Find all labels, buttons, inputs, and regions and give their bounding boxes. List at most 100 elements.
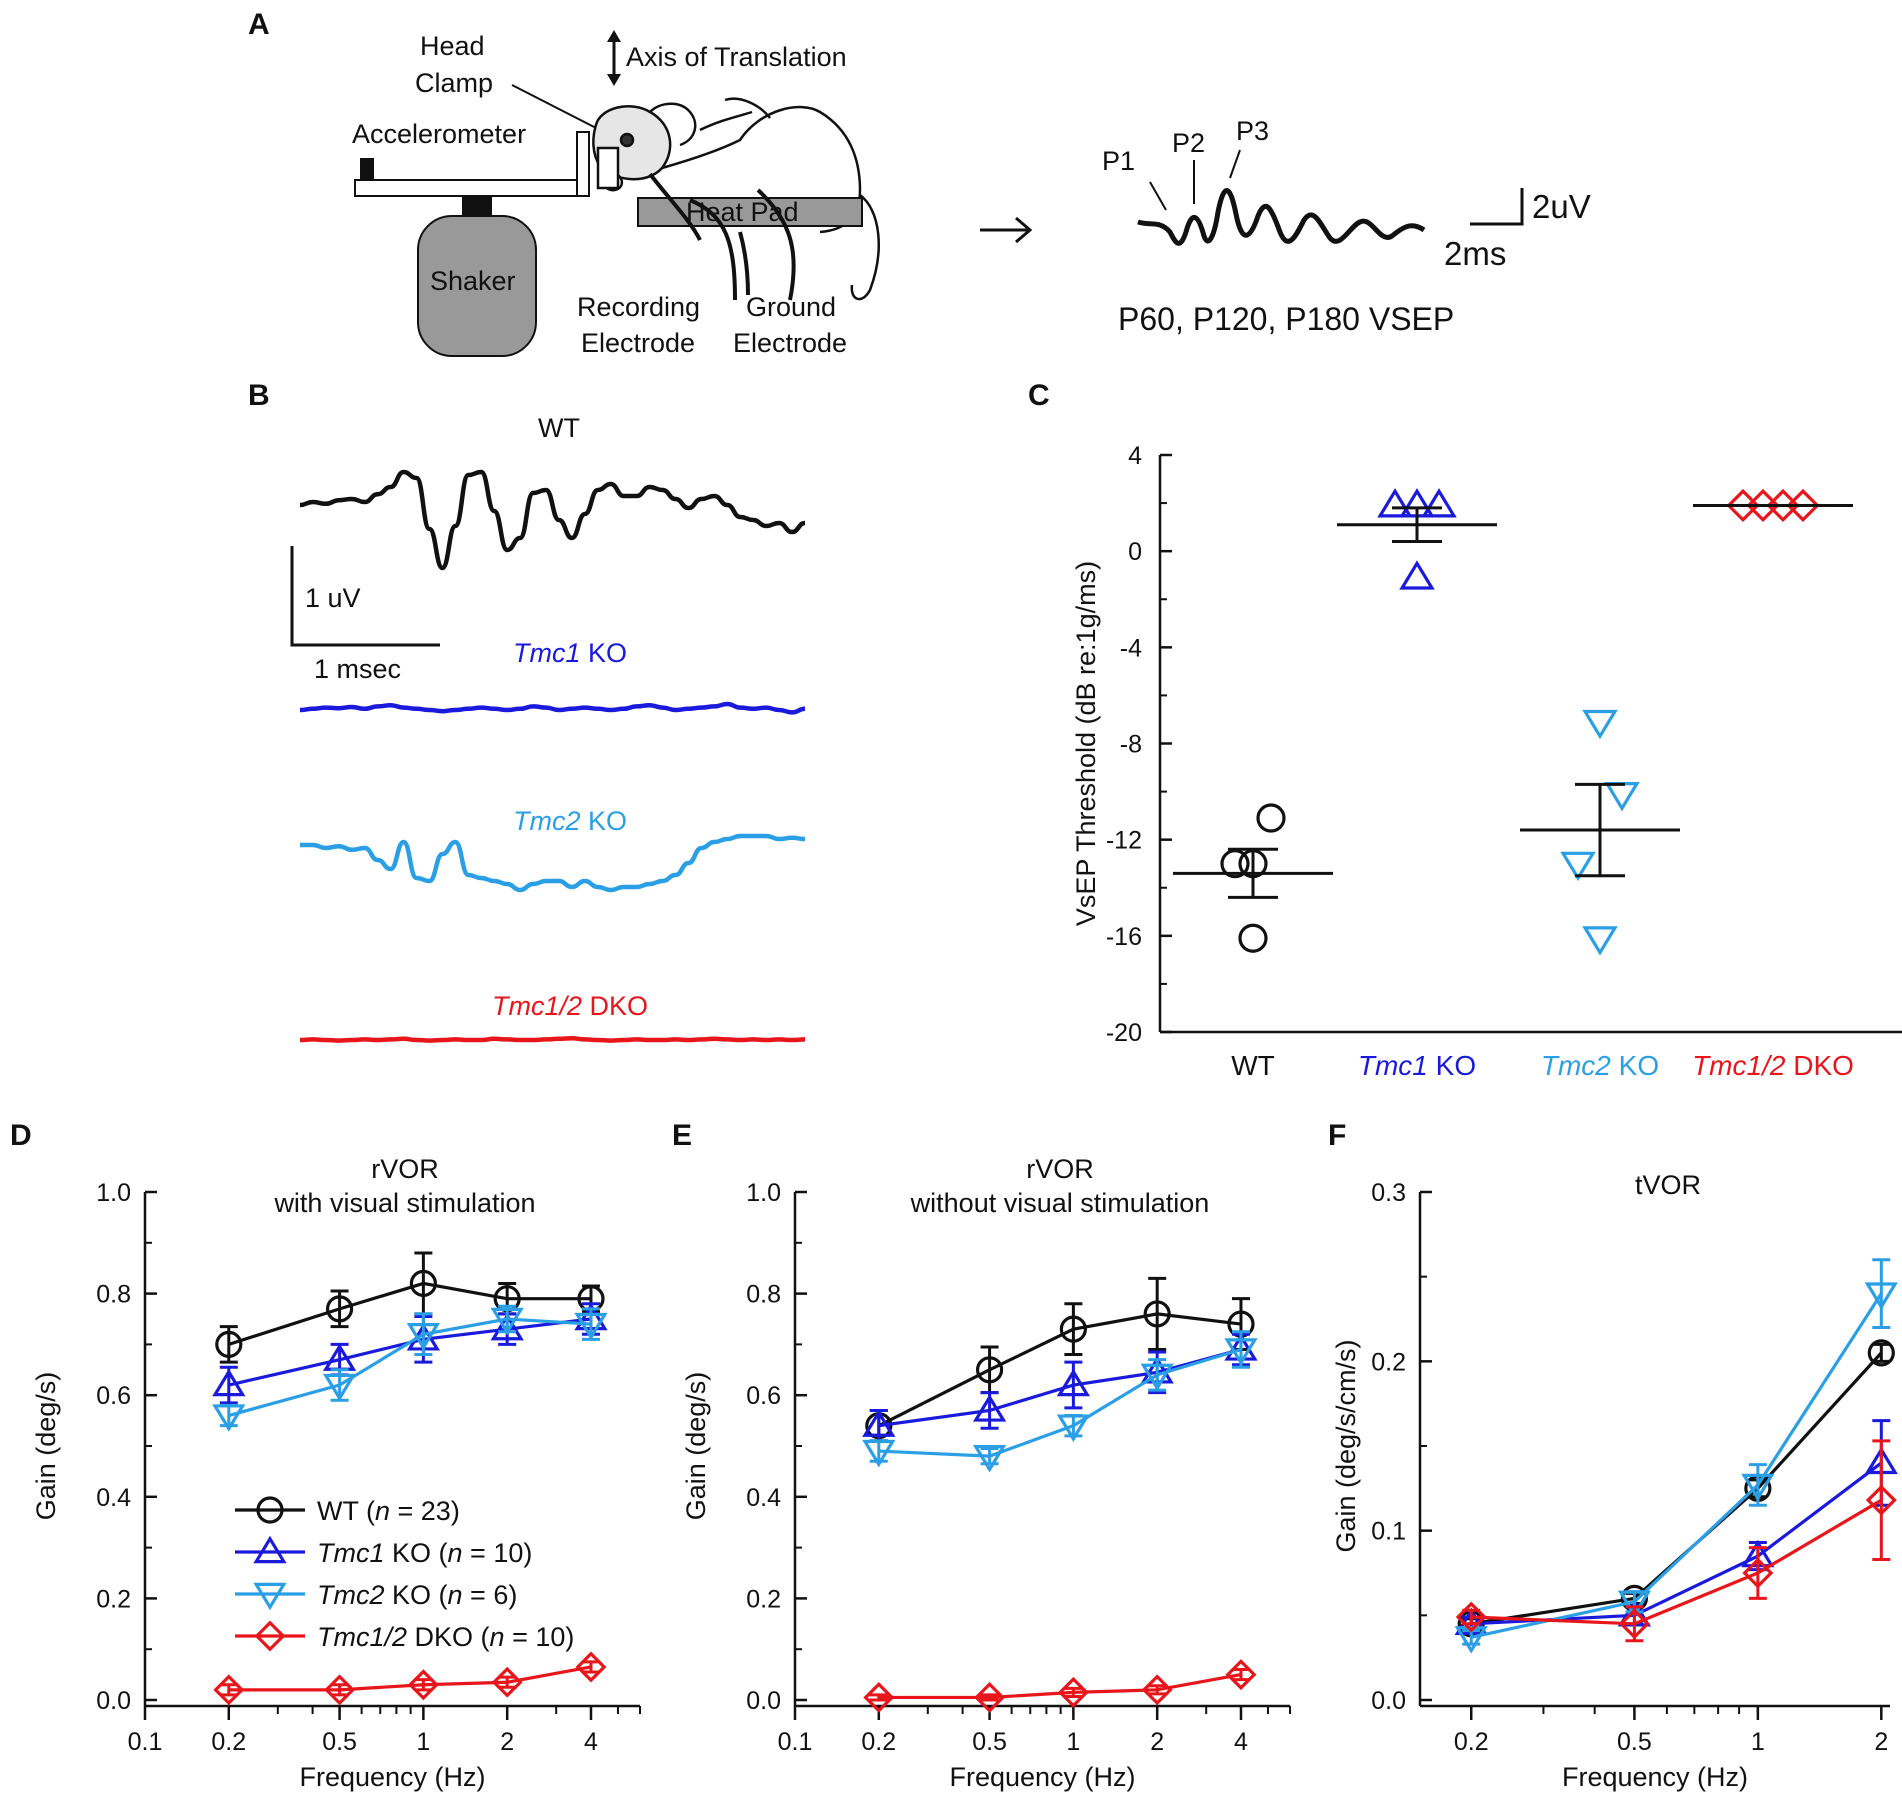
panel-e-point-3-0 (863, 1681, 895, 1713)
c-category-3-gene: Tmc1/2 (1692, 1050, 1786, 1081)
panel-f-ytick-label: 0.0 (1371, 1687, 1406, 1715)
panel-e-point-2-1 (972, 1444, 1007, 1473)
recording-electrode-label-1: Recording (577, 292, 700, 322)
panel-d-point-2-0 (212, 1404, 246, 1432)
panel-label-b: B (248, 379, 270, 412)
panel-d-series-line-0 (228, 1281, 591, 1346)
c-point-3-3 (1786, 488, 1820, 523)
c-point-2-3 (1582, 926, 1618, 956)
panel-e-xlabel: Frequency (Hz) (949, 1762, 1135, 1792)
panel-d-point-3-1 (324, 1674, 356, 1706)
panel-d-legend-marker-2 (253, 1582, 287, 1611)
panel-d: D 0.0 0.2 0.4 0.6 0.8 1.0 0.1 0.2 0.5 1 2 4 Frequenc… (10, 1119, 641, 1792)
c-ytick-label: 4 (1128, 442, 1142, 470)
c-point-1-2 (1421, 488, 1457, 518)
panel-d-xlabel: Frequency (Hz) (299, 1762, 485, 1792)
panel-d-ytick-label: 1.0 (96, 1179, 131, 1207)
c-ytick-label: -20 (1106, 1019, 1142, 1047)
panel-label-c: C (1028, 379, 1050, 412)
panel-f-point-3-2 (1742, 1557, 1774, 1589)
panel-d-legend-gene-2: Tmc2 (317, 1580, 385, 1610)
panel-d-point-2-4 (574, 1312, 608, 1341)
panel-d-ytick-label: 0.2 (96, 1585, 131, 1613)
panel-d-point-3-0 (213, 1674, 245, 1706)
panel-e-point-2-2 (1056, 1414, 1091, 1442)
panel-d-point-3-4 (575, 1651, 607, 1683)
panel-d-ytick-label: 0.6 (96, 1382, 131, 1410)
panel-label-a: A (248, 8, 270, 41)
peak-label-p1: P1 (1102, 146, 1135, 176)
panel-label-f: F (1328, 1119, 1346, 1152)
c-ytick-label: -8 (1120, 731, 1142, 759)
panel-e-ytick-label: 0.8 (746, 1281, 781, 1309)
c-point-2-1 (1604, 781, 1640, 812)
peak-label-p2: P2 (1172, 128, 1205, 158)
panel-d-title-0: rVOR (371, 1154, 439, 1184)
panel-f-point-2-3 (1864, 1282, 1898, 1310)
panel-f-point-3-3 (1865, 1484, 1897, 1516)
trace-wt (299, 469, 806, 571)
trace-title-wt: WT (538, 413, 580, 443)
c-point-1-3 (1399, 560, 1435, 590)
trace-label-3-text: DKO (582, 991, 648, 1021)
panel-d-xtick-label: 4 (584, 1728, 598, 1756)
panel-f-ytick-label: 0.3 (1371, 1179, 1406, 1207)
c-category-2-gene: Tmc2 (1541, 1050, 1611, 1081)
c-category-0-text: WT (1231, 1050, 1275, 1081)
panel-d-series-line-2 (228, 1317, 592, 1418)
panel-f: F 0.0 0.1 0.2 0.3 0.2 0.5 1 2 Frequency (Hz) Gain… (1328, 1119, 1898, 1792)
ground-electrode-wire (756, 188, 796, 301)
c-point-1-0 (1377, 488, 1413, 518)
panel-d-ylabel: Gain (deg/s) (31, 1372, 61, 1521)
c-point-2-0 (1582, 709, 1618, 740)
panel-d-legend-gene-1: Tmc1 (317, 1538, 385, 1568)
panel-e: E 0.0 0.2 0.4 0.6 0.8 1.0 0.1 0.2 0.5 1 2 4 Frequenc… (672, 1119, 1291, 1792)
panel-d-legend-text-2: KO ( (385, 1580, 448, 1610)
panel-d-point-2-2 (406, 1323, 441, 1351)
panel-d-point-2-3 (490, 1307, 524, 1336)
panel-f-title-0: tVOR (1635, 1170, 1701, 1200)
c-category-3: Tmc1/2 DKO (1692, 1050, 1854, 1081)
panel-e-point-0-1 (975, 1356, 1004, 1384)
vsep-scale-voltage: 2uV (1532, 188, 1591, 225)
panel-d-legend-n-2: n (448, 1580, 463, 1610)
panel-d-ytick-label: 0.4 (96, 1484, 131, 1512)
trace-label-3: Tmc1/2 DKO (492, 991, 648, 1021)
p1-pointer (1149, 181, 1167, 211)
p3-pointer (1229, 149, 1241, 179)
panel-e-ytick-label: 1.0 (746, 1179, 781, 1207)
c-point-2-2 (1560, 851, 1596, 882)
panel-d-ytick-label: 0.8 (96, 1281, 131, 1309)
panel-f-ytick-label: 0.1 (1371, 1518, 1406, 1546)
c-ylabel: VsEP Threshold (dB re:1g/ms) (1071, 561, 1101, 926)
panel-a: A Head Clamp Axis of Translation Acceler… (248, 8, 1591, 358)
c-category-1-gene: Tmc1 (1358, 1050, 1428, 1081)
peak-label-p3: P3 (1236, 116, 1269, 146)
panel-e-point-0-3 (1143, 1300, 1171, 1328)
panel-e-ytick-label: 0.0 (746, 1687, 781, 1715)
platform-post (576, 131, 590, 197)
head-clamp-pointer (511, 84, 601, 131)
panel-f-xtick-label: 0.2 (1454, 1728, 1489, 1756)
c-point-0-2 (1256, 803, 1286, 833)
panel-d-legend-text-1: KO ( (385, 1538, 448, 1568)
panel-e-point-3-2 (1057, 1676, 1089, 1708)
shaker-label: Shaker (430, 266, 516, 296)
panel-e-point-3-1 (974, 1681, 1006, 1713)
panel-d-legend-text-0: WT ( (317, 1496, 375, 1526)
panel-d-xtick-label: 2 (500, 1728, 514, 1756)
panel-d-legend-label-2: Tmc2 KO (n = 6) (317, 1580, 517, 1610)
c-category-0: WT (1231, 1050, 1275, 1081)
panel-d-legend-n-3: n (490, 1622, 505, 1652)
platform (354, 179, 588, 197)
panel-e-ytick-label: 0.2 (746, 1585, 781, 1613)
recording-electrode-label-2: Electrode (581, 328, 695, 358)
trace-tmc2-ko (299, 833, 806, 893)
panel-e-title-0: rVOR (1026, 1154, 1094, 1184)
panel-f-xlabel: Frequency (Hz) (1562, 1762, 1748, 1792)
panel-d-legend-label-0: WT (n = 23) (317, 1496, 460, 1526)
trace-label-1-gene: Tmc1 (513, 638, 581, 668)
panel-d-point-0-2 (409, 1269, 437, 1298)
trace-scale-voltage: 1 uV (305, 583, 361, 613)
ground-electrode-label-1: Ground (746, 292, 836, 322)
